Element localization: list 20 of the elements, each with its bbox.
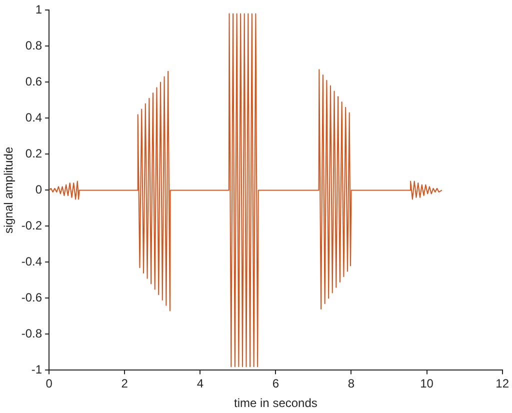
y-tick-label: 0 xyxy=(35,182,42,197)
y-axis-title: signal amplitude xyxy=(2,146,16,234)
x-tick-label: 4 xyxy=(196,376,204,391)
y-tick-label: 0.2 xyxy=(25,146,42,161)
x-tick-label: 12 xyxy=(496,376,510,391)
y-tick-label: -0.8 xyxy=(21,326,42,341)
y-tick-label: 0.8 xyxy=(25,38,42,53)
y-tick-label: -0.6 xyxy=(21,290,42,305)
x-tick-label: 2 xyxy=(121,376,128,391)
x-tick-label: 10 xyxy=(420,376,434,391)
y-tick-label: 1 xyxy=(35,2,42,17)
y-tick-label: 0.6 xyxy=(25,74,42,89)
x-tick-label: 6 xyxy=(272,376,280,391)
y-tick-label: -0.4 xyxy=(21,254,42,269)
y-tick-label: 0.4 xyxy=(25,110,42,125)
x-axis-title: time in seconds xyxy=(234,396,318,410)
x-tick-label: 0 xyxy=(46,376,53,391)
y-tick-label: -0.2 xyxy=(21,218,42,233)
y-tick-label: -1 xyxy=(31,362,42,377)
x-tick-label: 8 xyxy=(348,376,355,391)
